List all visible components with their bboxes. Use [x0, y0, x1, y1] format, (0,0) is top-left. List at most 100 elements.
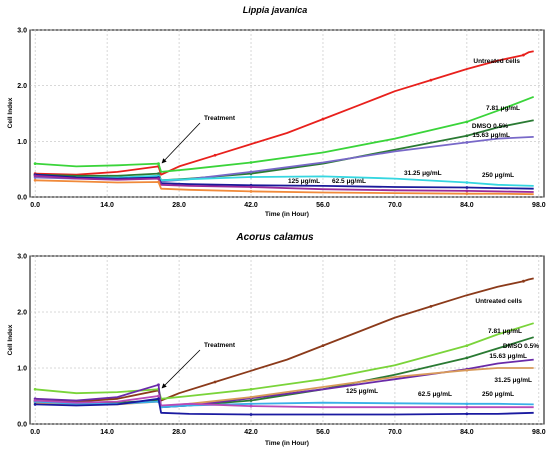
data-point	[249, 175, 253, 179]
series-line	[35, 395, 534, 409]
data-point	[157, 172, 160, 176]
data-point	[157, 180, 160, 184]
grid	[30, 255, 544, 425]
treatment-arrow	[161, 122, 201, 164]
series-label: 7.81 μg/mL	[486, 105, 520, 112]
series-line	[35, 336, 534, 409]
annotations: Treatment Untreated cells 7.81 μg/mL DMS…	[161, 58, 520, 185]
data-point	[249, 170, 253, 174]
y-axis-label: Cell Index	[7, 324, 14, 355]
y-axis-label: Cell Index	[7, 97, 14, 128]
y-tick-label: 2.0	[17, 310, 27, 317]
data-point	[33, 403, 37, 406]
data-point	[33, 174, 37, 178]
data-point	[33, 162, 37, 166]
data-point	[33, 387, 37, 391]
x-tick-label: 14.0	[100, 429, 114, 436]
data-point	[465, 181, 469, 184]
series-label: 250 μg/mL	[482, 391, 514, 398]
y-tick-label: 3.0	[17, 28, 27, 35]
plot-area	[29, 255, 545, 425]
data-point	[157, 177, 160, 181]
y-tick-label: 2.0	[17, 83, 27, 90]
annotations: Treatment Untreated cells 7.81 μg/mL DMS…	[161, 298, 539, 398]
x-tick-label: 14.0	[100, 202, 114, 209]
x-tick-label: 42.0	[244, 429, 258, 436]
data-point	[249, 185, 253, 189]
series-line	[35, 174, 534, 187]
series-group	[33, 50, 535, 196]
data-point	[465, 192, 469, 196]
series-label: 250 μg/mL	[482, 172, 514, 179]
series-line	[35, 277, 534, 403]
x-tick-label: 0.0	[30, 202, 40, 209]
series-label: 15.63 μg/mL	[472, 132, 510, 139]
data-point	[465, 402, 469, 406]
data-point	[157, 397, 160, 401]
data-point	[249, 404, 253, 408]
x-ticks: 0.0 14.0 28.0 42.0 56.0 70.0 84.0 98.0	[30, 202, 546, 209]
data-point	[249, 190, 253, 193]
panel-lippia-javanica: Lippia javanica 0.0 1.0 2.0 3.0 0.0 14.0 28.0…	[7, 5, 546, 218]
data-point	[429, 305, 433, 308]
treatment-label: Treatment	[204, 342, 236, 349]
series-label: 62.5 μg/mL	[418, 391, 452, 398]
x-axis-label: Time (in Hour)	[265, 211, 309, 218]
x-tick-label: 70.0	[388, 429, 402, 436]
data-point	[249, 413, 253, 416]
series-label: 125 μg/mL	[346, 388, 378, 395]
y-ticks: 0.0 1.0 2.0 3.0	[17, 254, 27, 429]
data-point	[465, 405, 469, 409]
data-point	[465, 189, 469, 193]
x-tick-label: 56.0	[316, 429, 330, 436]
series-label: 15.63 μg/mL	[489, 353, 527, 360]
data-point	[522, 279, 525, 283]
series-line	[35, 95, 535, 173]
series-line	[35, 50, 534, 176]
chart-title: Acorus calamus	[235, 232, 314, 243]
data-point	[429, 78, 433, 82]
data-point	[522, 53, 525, 57]
x-tick-label: 0.0	[30, 429, 40, 436]
y-tick-label: 3.0	[17, 254, 27, 261]
series-line	[35, 358, 534, 409]
x-tick-label: 84.0	[460, 202, 474, 209]
series-group	[33, 277, 534, 416]
y-tick-label: 1.0	[17, 139, 27, 146]
grid	[30, 29, 544, 198]
data-point	[465, 186, 469, 189]
data-point	[213, 153, 217, 157]
y-tick-label: 0.0	[17, 422, 27, 429]
series-label: Untreated cells	[475, 298, 522, 305]
data-point	[249, 161, 253, 164]
data-point	[249, 399, 253, 402]
y-tick-label: 1.0	[17, 366, 27, 373]
x-axis-label: Time (in Hour)	[265, 440, 309, 447]
data-point	[249, 402, 253, 406]
data-point	[465, 134, 469, 138]
series-label: 125 μg/mL	[288, 178, 320, 185]
treatment-label: Treatment	[204, 115, 236, 122]
x-tick-label: 70.0	[388, 202, 402, 209]
y-tick-label: 0.0	[17, 195, 27, 202]
data-point	[249, 395, 253, 399]
series-label: 31.25 μg/mL	[404, 170, 442, 177]
x-ticks: 0.0 14.0 28.0 42.0 56.0 70.0 84.0 98.0	[30, 429, 546, 436]
data-point	[157, 394, 160, 398]
series-label: DMSO 0.5%	[503, 343, 539, 350]
series-line	[35, 397, 534, 416]
x-tick-label: 56.0	[316, 202, 330, 209]
series-line	[35, 179, 534, 196]
data-point	[465, 141, 469, 144]
series-label: Untreated cells	[473, 58, 520, 65]
x-tick-label: 28.0	[172, 202, 186, 209]
data-point	[321, 117, 325, 121]
data-point	[465, 412, 469, 416]
y-ticks: 0.0 1.0 2.0 3.0	[17, 28, 27, 202]
data-point	[465, 120, 469, 124]
series-line	[35, 322, 534, 400]
data-point	[465, 344, 469, 347]
series-line	[35, 174, 534, 193]
